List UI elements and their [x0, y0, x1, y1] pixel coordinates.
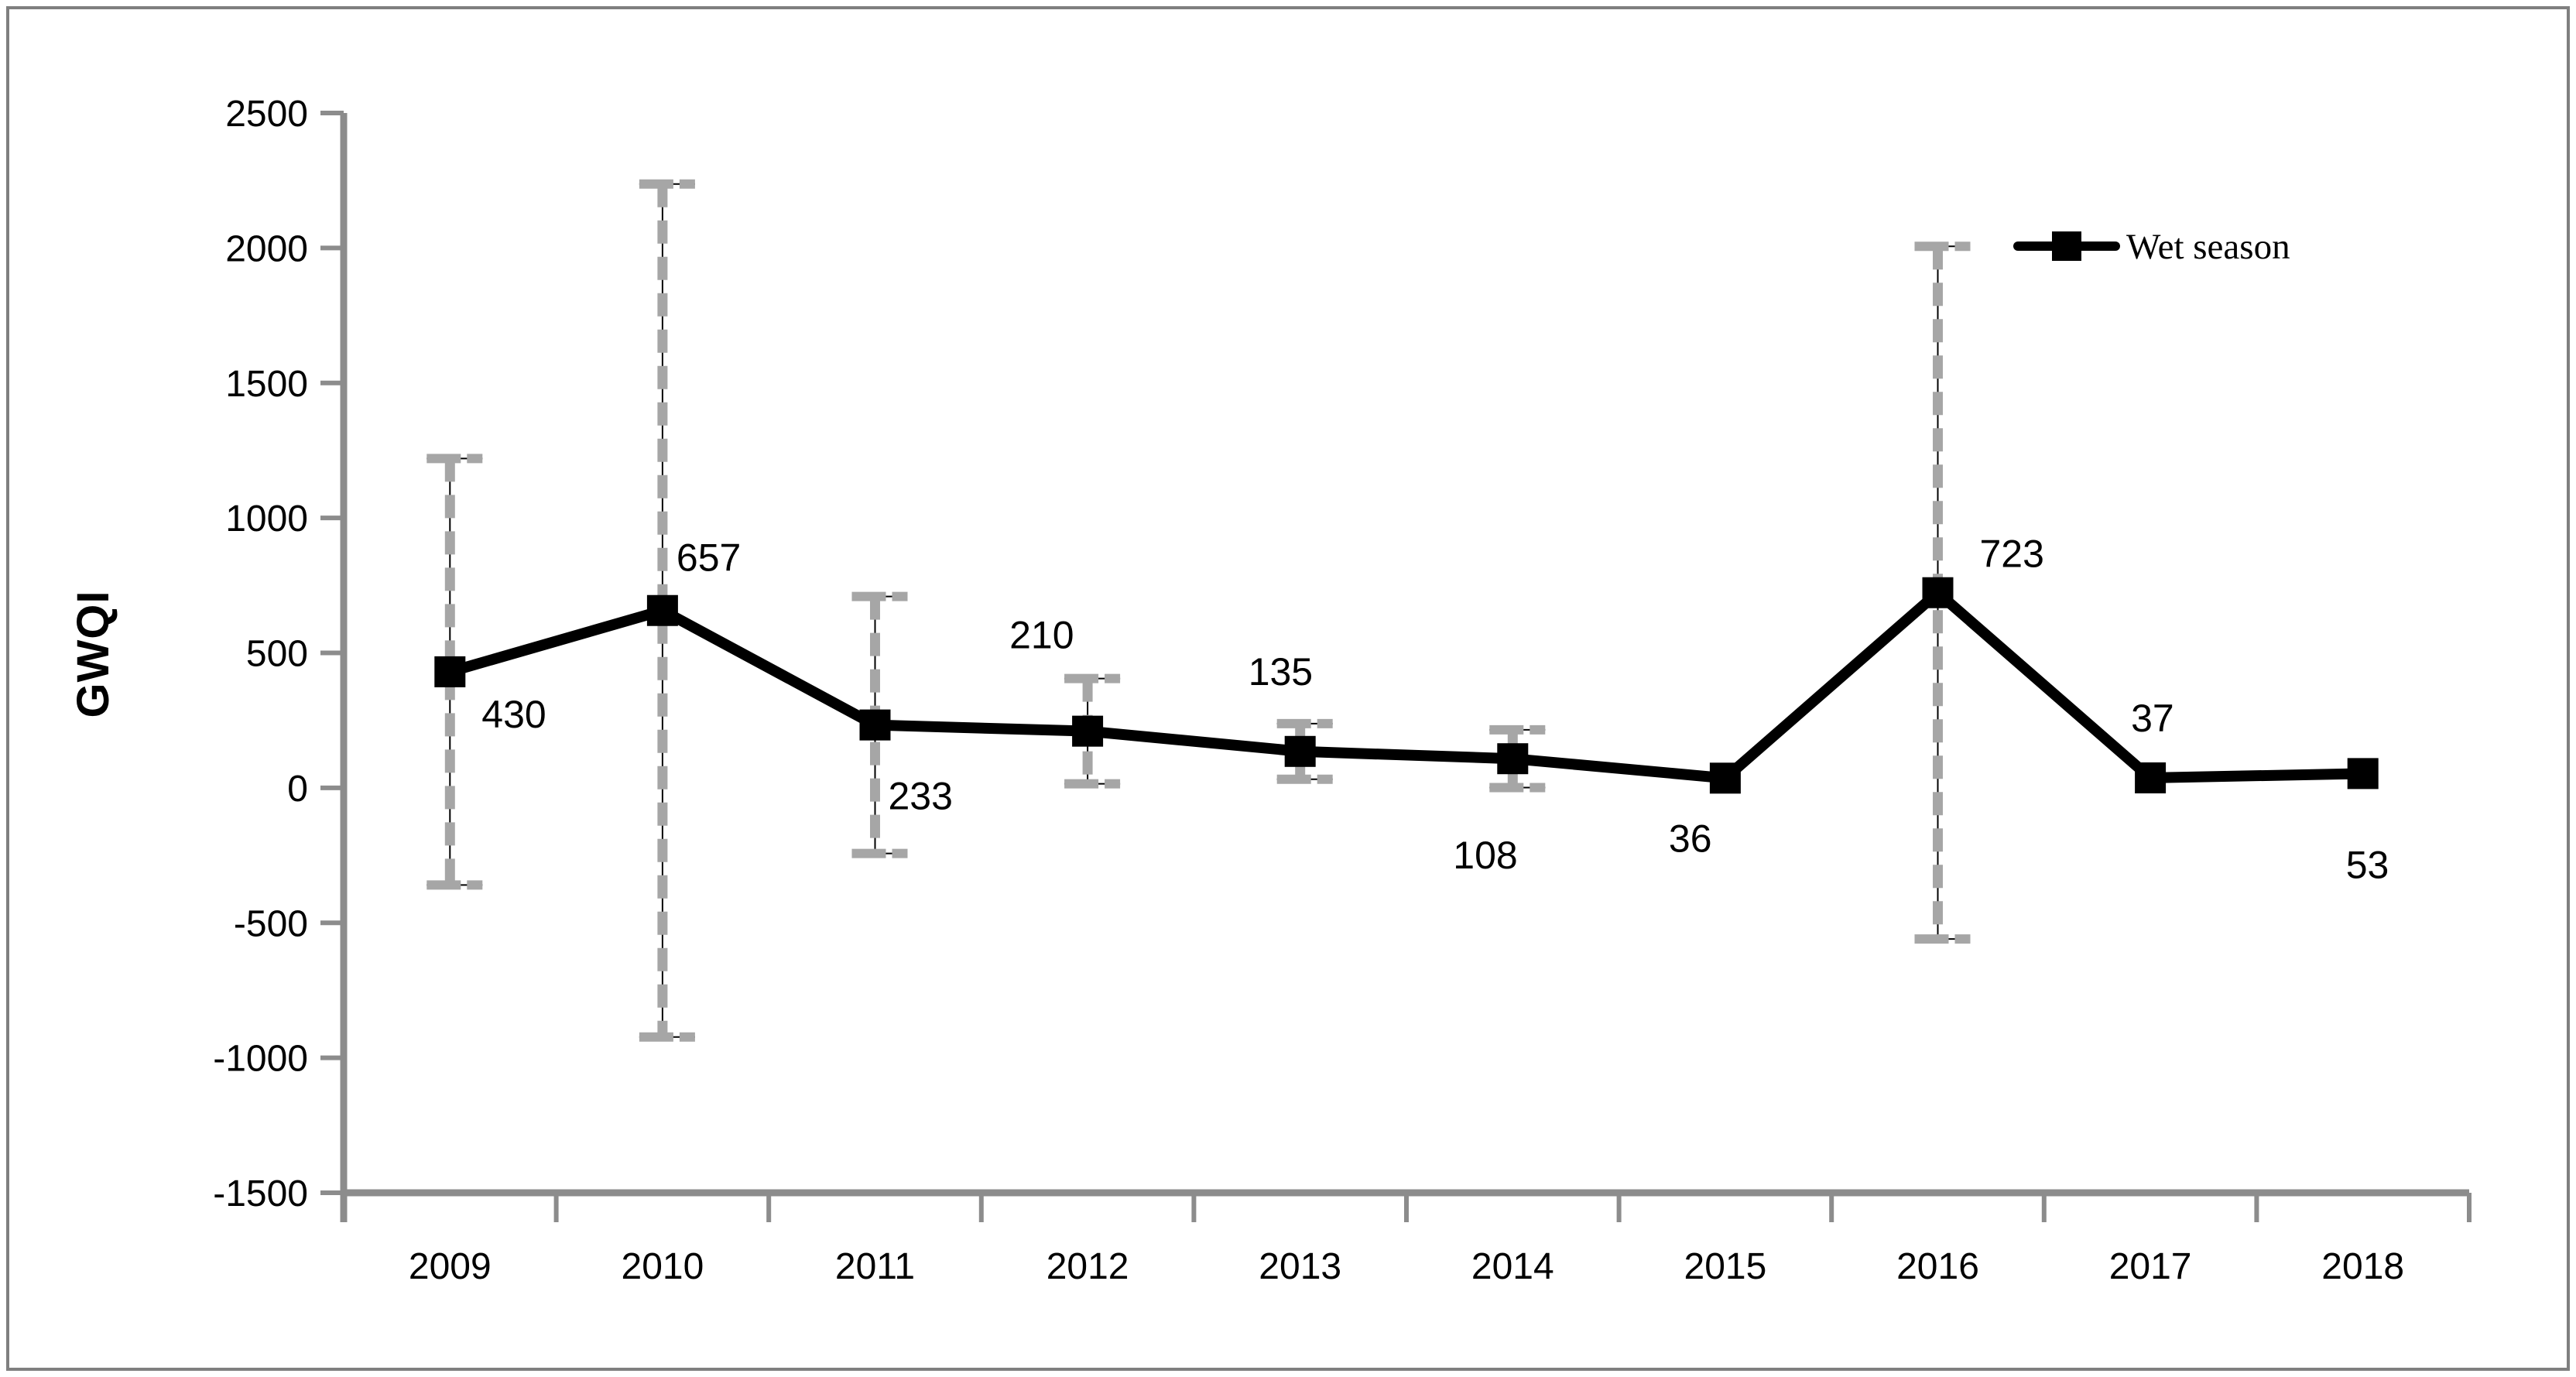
data-point-label: 233	[889, 775, 953, 818]
x-tick-label: 2010	[622, 1246, 704, 1287]
data-point-marker	[859, 709, 891, 741]
data-point-marker	[1709, 762, 1741, 794]
x-tick-label: 2014	[1471, 1246, 1554, 1287]
y-tick-label: -1000	[213, 1039, 308, 1080]
data-point-marker	[1922, 577, 1954, 608]
data-point-marker	[2135, 762, 2167, 793]
x-tick-label: 2012	[1046, 1246, 1129, 1287]
data-point-label: 135	[1249, 650, 1313, 694]
y-tick-label: -1500	[213, 1173, 308, 1214]
data-point-marker	[2347, 758, 2379, 790]
x-tick-label: 2011	[835, 1246, 915, 1287]
y-tick-label: 2000	[225, 228, 308, 269]
y-tick-label: 2500	[225, 94, 308, 135]
x-tick-label: 2013	[1259, 1246, 1341, 1287]
data-point-marker	[646, 594, 678, 626]
data-point-label: 53	[2346, 843, 2389, 886]
y-tick-label: 1500	[225, 364, 308, 405]
data-point-label: 657	[677, 536, 741, 580]
data-point-label: 210	[1009, 614, 1074, 657]
series-markers	[434, 577, 2379, 794]
x-tick-label: 2017	[2109, 1246, 2192, 1287]
x-tick-label: 2009	[409, 1246, 492, 1287]
legend: Wet season	[2013, 227, 2290, 267]
data-point-marker	[1284, 735, 1316, 767]
data-point-marker	[1497, 743, 1529, 775]
series-line	[448, 585, 2363, 784]
y-tick-label: 500	[246, 634, 308, 675]
y-axis-title: GWQI	[68, 590, 118, 718]
data-point-marker	[1072, 715, 1104, 747]
x-tick-label: 2016	[1896, 1246, 1979, 1287]
y-axis-ticks: 2500 2000 1500 1000 500 0 -500 -1000 -1500	[213, 94, 344, 1214]
error-bar	[1276, 718, 1333, 784]
data-labels: 430 657 233 210 135 108 36 723 37 53	[481, 533, 2389, 887]
y-tick-label: 0	[287, 769, 308, 810]
legend-label: Wet season	[2126, 227, 2290, 267]
y-tick-label: 1000	[225, 498, 308, 539]
y-tick-label: -500	[234, 903, 308, 944]
data-point-label: 37	[2131, 697, 2174, 740]
x-tick-label: 2015	[1684, 1246, 1767, 1287]
data-point-label: 108	[1453, 834, 1517, 877]
x-axis-ticks: 2009 2010 2011 2012 2013 2014 2015 2016 2017 2018	[341, 1193, 2472, 1287]
data-point-label: 36	[1669, 817, 1712, 860]
chart-border	[6, 6, 2570, 1371]
x-tick-label: 2018	[2321, 1246, 2404, 1287]
data-point-marker	[434, 656, 466, 687]
data-point-label: 723	[1980, 533, 2044, 576]
data-point-label: 430	[481, 693, 546, 736]
legend-marker-icon	[2052, 231, 2081, 261]
